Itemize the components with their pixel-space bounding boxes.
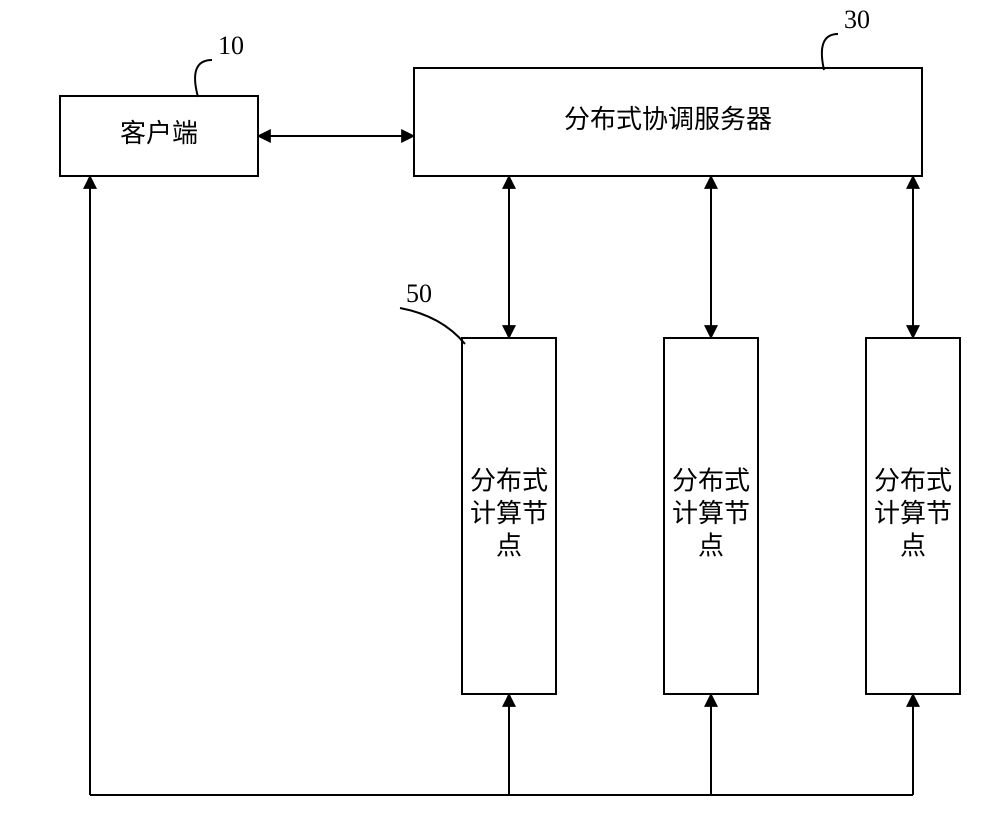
callout-label-coordinator: 30 <box>844 5 870 34</box>
callout-label-node1: 50 <box>406 279 432 308</box>
callout-label-client: 10 <box>218 31 244 60</box>
node-client-label: 客户端 <box>120 119 198 148</box>
diagram-canvas: 客户端分布式协调服务器分布式计算节点分布式计算节点分布式计算节点103050 <box>0 0 1000 833</box>
node-coordinator-label: 分布式协调服务器 <box>564 105 772 134</box>
